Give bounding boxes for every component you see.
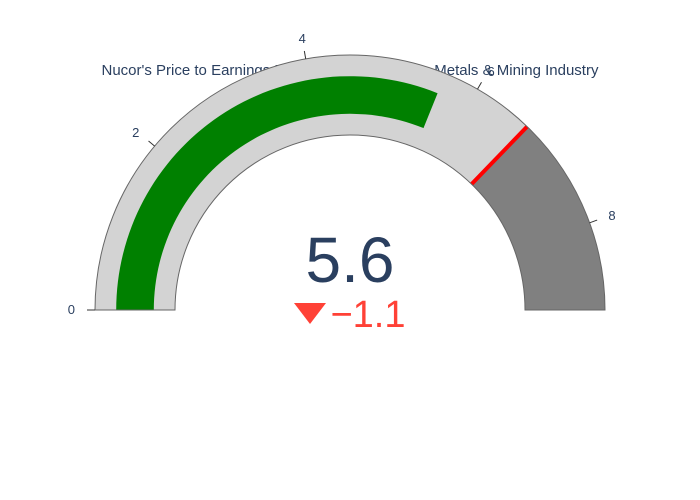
gauge-tick-label: 8 — [608, 208, 615, 223]
gauge-tick — [590, 220, 598, 223]
delta-down-icon — [294, 303, 326, 324]
gauge-tick-label: 2 — [132, 125, 139, 140]
gauge-delta: −1.1 — [0, 296, 700, 334]
gauge-tick — [478, 82, 482, 89]
gauge-tick-label: 6 — [488, 64, 495, 79]
gauge-value: 5.6 — [0, 228, 700, 292]
gauge-tick — [304, 51, 305, 59]
gauge-tick-label: 4 — [299, 31, 306, 46]
gauge-chart: Nucor's Price to Earnings Ratio Compared… — [0, 0, 700, 500]
gauge-tick — [149, 141, 155, 146]
delta-value: −1.1 — [330, 296, 405, 334]
